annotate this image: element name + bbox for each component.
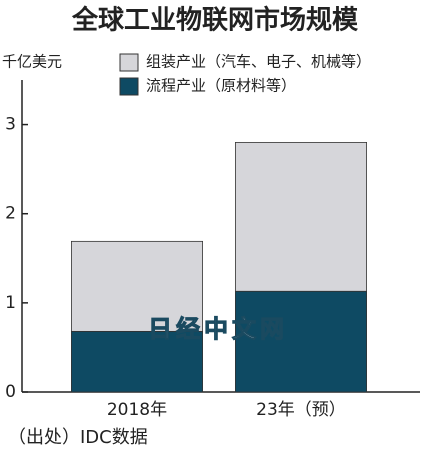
bar-segment <box>234 141 367 292</box>
legend-swatch <box>119 77 139 96</box>
watermark: 日经中文网 <box>148 315 288 343</box>
x-tick-label: 2018年 <box>107 400 167 420</box>
source: （出处）IDC数据 <box>8 427 148 448</box>
x-tick-label: 23年（预） <box>256 400 346 420</box>
bar-segment <box>234 290 367 393</box>
y-tick-label: 3 <box>5 115 16 135</box>
legend-label: 组装产业（汽车、电子、机械等） <box>146 53 371 71</box>
y-tick-label: 2 <box>5 204 16 224</box>
y-tick-label: 1 <box>5 293 16 313</box>
legend-swatch <box>119 53 139 72</box>
y-tick-label: 0 <box>5 382 16 402</box>
chart-title: 全球工业物联网市场规模 <box>71 5 359 36</box>
bar-segment <box>71 330 203 393</box>
bar-segment <box>71 240 203 332</box>
legend-label: 流程产业（原材料等） <box>146 77 296 95</box>
y-axis-label: 千亿美元 <box>2 53 62 71</box>
